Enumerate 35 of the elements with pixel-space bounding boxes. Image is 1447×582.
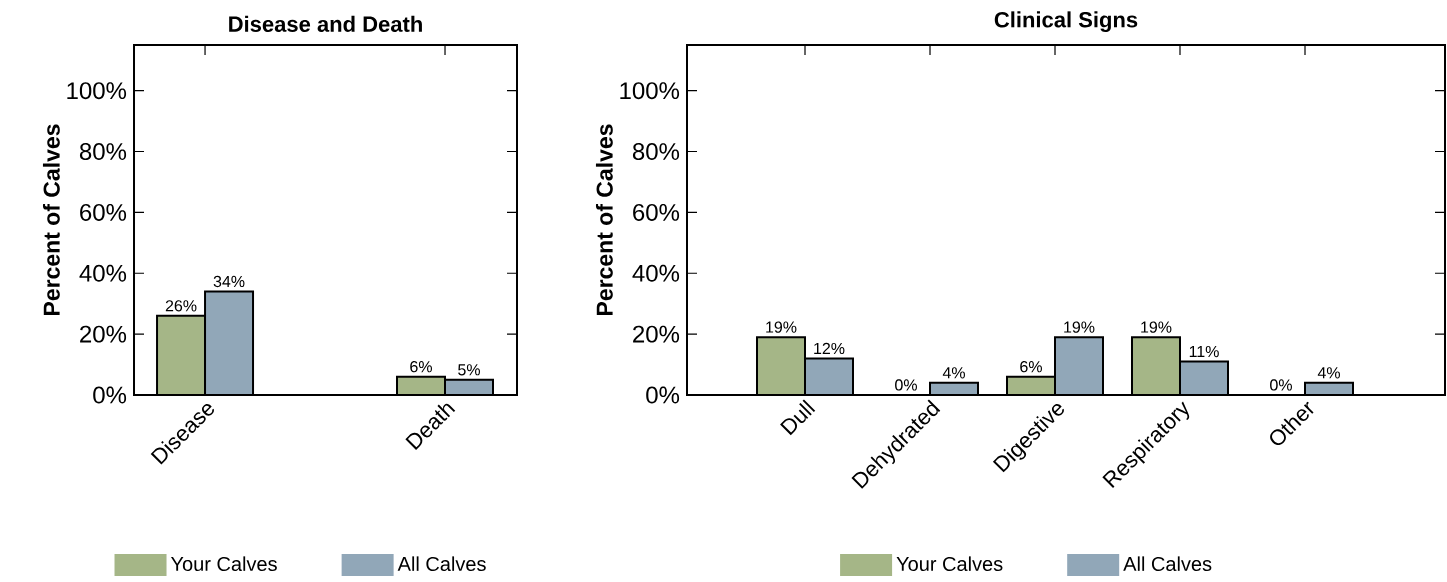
data-label: 4%	[942, 367, 965, 379]
y-tick-label: 60%	[633, 203, 680, 221]
data-label: 12%	[814, 342, 845, 355]
y-axis-title: Percent of Calves	[595, 124, 613, 316]
legend-label: All Calves	[397, 556, 486, 572]
data-label: 0%	[1270, 379, 1292, 391]
y-tick-label: 0%	[646, 386, 680, 404]
y-tick-label: 100%	[67, 82, 127, 100]
data-label: 6%	[1020, 361, 1042, 373]
y-tick-label: 80%	[79, 143, 127, 161]
legend-label: Your Calves	[896, 556, 1003, 572]
chart-title: Disease and Death	[229, 15, 422, 33]
chart-title: Clinical Signs	[994, 11, 1138, 33]
data-label: 0%	[895, 379, 917, 391]
data-label: 26%	[165, 300, 197, 312]
y-tick-label: 80%	[632, 143, 680, 161]
data-label: 5%	[458, 364, 480, 376]
data-label: 6%	[410, 361, 432, 373]
data-label: 19%	[1141, 321, 1172, 333]
y-axis-title: Percent of Calves	[42, 124, 60, 316]
y-tick-label: 40%	[79, 264, 127, 282]
x-tick-label: Dull	[780, 399, 816, 436]
y-tick-label: 100%	[620, 82, 680, 100]
legend-label: All Calves	[1123, 556, 1212, 572]
y-tick-label: 20%	[633, 325, 680, 343]
y-tick-label: 20%	[80, 325, 127, 343]
data-label: 11%	[1189, 346, 1219, 358]
y-tick-label: 40%	[632, 264, 680, 282]
data-label: 34%	[213, 275, 245, 288]
data-label: 19%	[1064, 321, 1095, 333]
data-label: 4%	[1317, 367, 1340, 379]
data-label: 19%	[766, 321, 797, 333]
legend-label: Your Calves	[170, 556, 277, 572]
y-tick-label: 0%	[93, 386, 127, 404]
y-tick-label: 60%	[80, 203, 127, 221]
